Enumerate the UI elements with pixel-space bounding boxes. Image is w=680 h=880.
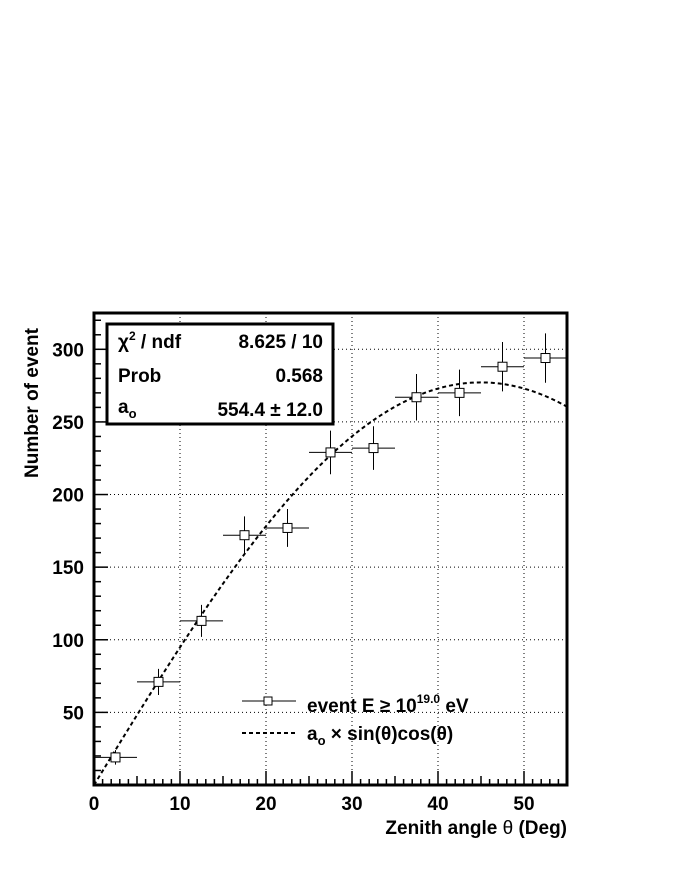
- data-marker: [368, 443, 379, 454]
- data-marker: [110, 752, 121, 763]
- legend-data-marker: [263, 696, 273, 706]
- stats-a-value: 554.4 ± 12.0: [217, 400, 323, 421]
- data-marker: [497, 361, 508, 372]
- stats-chi-label: χ2 / ndf: [118, 329, 182, 353]
- x-axis-title: Zenith angle θ (Deg): [385, 818, 567, 839]
- y-tick-label: 50: [63, 703, 84, 724]
- data-marker: [540, 353, 551, 364]
- stats-box-frame: [105, 322, 335, 426]
- y-tick-label: 100: [52, 631, 84, 652]
- data-point: [352, 426, 395, 470]
- y-tick-label: 200: [52, 486, 84, 507]
- x-tick-label: 50: [513, 794, 534, 815]
- data-point: [266, 509, 309, 547]
- legend: event E ≥ 1019.0 eV ao × sin(θ)cos(θ): [242, 692, 469, 748]
- data-point: [438, 369, 481, 417]
- y-tick-label: 300: [52, 340, 84, 361]
- data-marker: [153, 676, 164, 687]
- data-point: [137, 668, 180, 695]
- data-marker: [282, 522, 293, 533]
- data-marker: [239, 530, 250, 541]
- data-marker: [411, 392, 422, 403]
- data-marker: [196, 615, 207, 626]
- x-tick-label: 10: [169, 794, 190, 815]
- data-point: [94, 750, 137, 765]
- data-marker: [454, 387, 465, 398]
- data-point: [180, 604, 223, 637]
- legend-fit-label: ao × sin(θ)cos(θ): [307, 724, 453, 748]
- x-tick-label: 40: [427, 794, 448, 815]
- y-tick-label: 250: [52, 413, 84, 434]
- y-axis-title: Number of event: [22, 327, 43, 478]
- tick-layer: 0 10 20 30 40 50 50 100 150 200 250 300: [52, 319, 568, 815]
- stats-a-label: ao: [118, 397, 137, 421]
- data-point: [223, 516, 266, 555]
- data-layer: [94, 333, 567, 765]
- y-tick-label: 150: [52, 558, 84, 579]
- data-point: [481, 342, 524, 392]
- stats-prob-value: 0.568: [275, 366, 323, 387]
- data-point: [309, 430, 352, 475]
- x-tick-label: 30: [341, 794, 362, 815]
- x-tick-label: 0: [89, 794, 100, 815]
- stats-chi-value: 8.625 / 10: [238, 332, 323, 353]
- plot-frame: [92, 311, 569, 787]
- stats-box: χ2 / ndf 8.625 / 10 Prob 0.568 ao 554.4 …: [105, 322, 335, 426]
- data-point: [524, 333, 567, 383]
- stats-prob-label: Prob: [118, 366, 161, 387]
- data-marker: [325, 447, 336, 458]
- legend-data-label: event E ≥ 1019.0 eV: [307, 692, 469, 717]
- data-point: [395, 373, 438, 421]
- x-tick-label: 20: [255, 794, 276, 815]
